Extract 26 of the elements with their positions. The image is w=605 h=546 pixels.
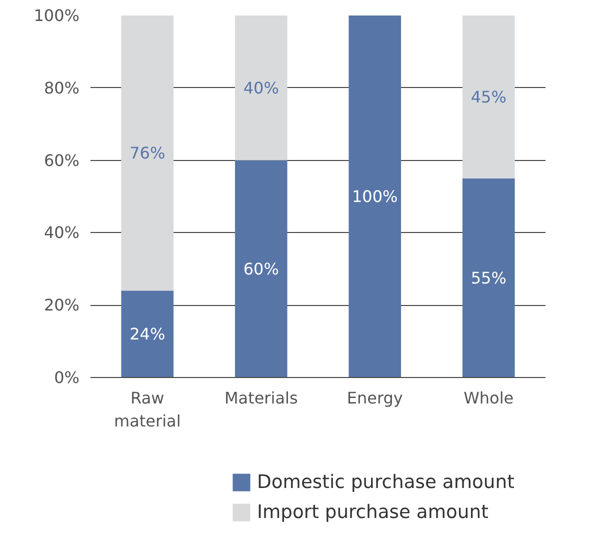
data-label: 40% [243, 78, 279, 98]
legend-label: Domestic purchase amount [257, 472, 514, 492]
y-tick-label: 20% [44, 296, 80, 315]
legend-label: Import purchase amount [257, 502, 488, 522]
bar [121, 16, 174, 291]
y-tick-label: 80% [44, 78, 80, 98]
y-tick-label: 0% [54, 368, 80, 387]
bar [234, 160, 288, 378]
data-label: 76% [130, 144, 166, 163]
bar [121, 290, 174, 378]
data-label: 55% [470, 268, 506, 288]
data-label: 24% [130, 324, 166, 344]
x-tick-label: Materials [224, 388, 298, 408]
x-tick-label: Energy [346, 388, 403, 408]
x-tick-label: Whole [464, 388, 514, 408]
y-tick-label: 100% [34, 6, 80, 25]
bar [462, 178, 515, 378]
y-tick-label: 60% [44, 150, 80, 170]
bar [462, 16, 515, 178]
y-tick-label: 40% [44, 223, 80, 242]
bar [234, 16, 288, 160]
data-label: 45% [470, 87, 506, 106]
bar [348, 16, 402, 378]
x-tick-label: Raw material [114, 388, 181, 430]
data-label: 60% [243, 259, 279, 278]
data-label: 100% [352, 187, 398, 206]
